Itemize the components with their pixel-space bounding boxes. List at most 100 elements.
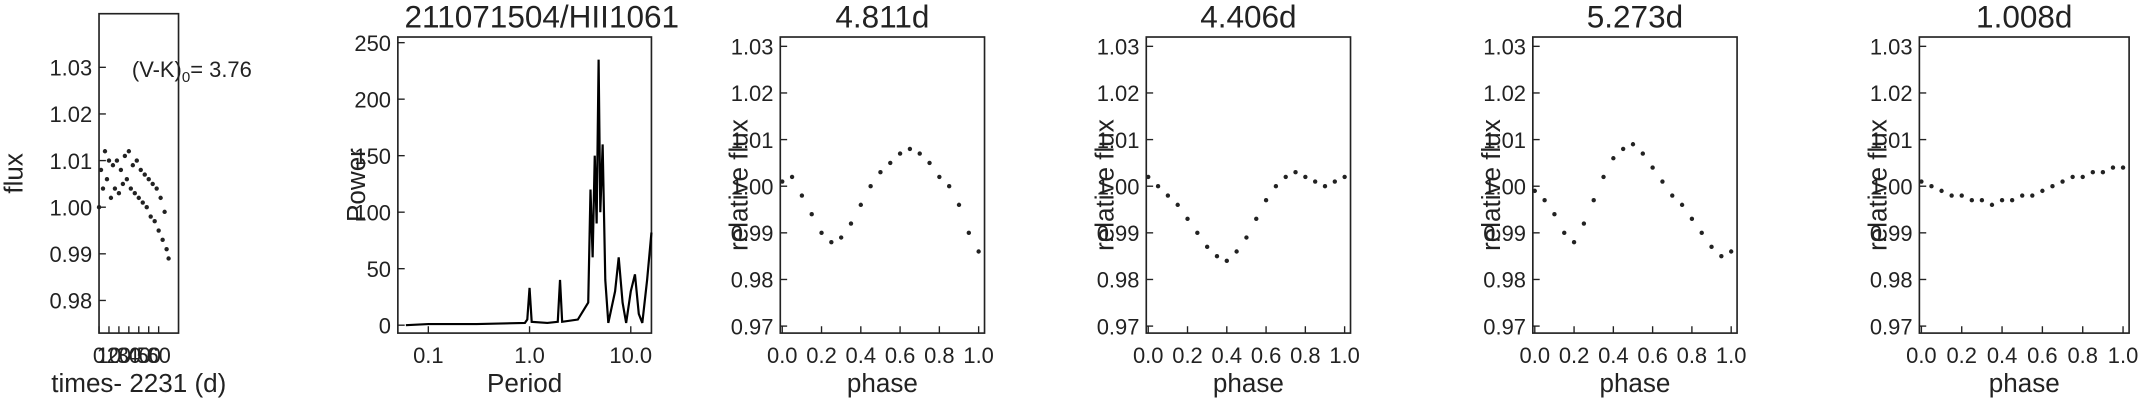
y-tick-label: 0.99 (1483, 221, 1526, 246)
x-tick-label: 0.4 (1598, 343, 1628, 368)
data-point (1342, 174, 1347, 180)
data-point (138, 167, 143, 173)
data-point (164, 246, 169, 252)
y-tick-label: 0.99 (1870, 221, 1913, 246)
y-tick-label: 0.99 (50, 242, 93, 267)
data-point (1601, 174, 1606, 180)
data-point (154, 186, 159, 191)
data-point (907, 146, 913, 152)
y-tick-label: 250 (354, 31, 391, 56)
data-point (140, 200, 145, 205)
x-tick-label: 20 (107, 343, 131, 368)
y-tick-label: 1.03 (1483, 35, 1526, 60)
data-point (1175, 202, 1180, 208)
y-tick-label: 1.03 (1097, 35, 1140, 60)
data-point (878, 170, 883, 175)
y-tick-label: 0.98 (50, 289, 93, 314)
data-point (1719, 253, 1724, 259)
y-tick-label: 0 (379, 313, 391, 338)
panel-title: 4.811d (835, 0, 929, 34)
y-tick-label: 1.00 (1097, 174, 1140, 199)
x-tick-label: 0.8 (1677, 343, 1707, 368)
x-axis-label: phase (847, 368, 918, 398)
x-tick-label: 0.2 (806, 343, 836, 368)
data-point (1322, 184, 1328, 189)
panel-title: 211071504/HII1061 (405, 0, 680, 34)
y-tick-label: 0.98 (1870, 268, 1913, 293)
data-point (1224, 258, 1229, 264)
plot-frame (1145, 36, 1352, 334)
y-axis-label: relative flux (723, 119, 753, 251)
data-point (114, 158, 120, 163)
x-tick-label: 0.2 (1172, 343, 1202, 368)
data-point (156, 228, 161, 233)
data-point (1919, 179, 1924, 184)
panel-title: 1.008d (1976, 0, 2072, 34)
x-tick-label: 0 (93, 343, 105, 368)
annotation-value: = 3.76 (190, 57, 252, 82)
y-tick-label: 50 (367, 257, 391, 282)
y-tick-label: 1.02 (731, 81, 774, 106)
x-tick-label: 0.1 (413, 343, 443, 368)
data-point (1332, 179, 1338, 184)
y-axis-label: relative flux (1089, 119, 1119, 251)
data-point (829, 239, 834, 245)
x-tick-label: 50 (137, 343, 161, 368)
data-point (106, 158, 112, 163)
data-point (1650, 165, 1655, 170)
data-point (897, 151, 903, 156)
data-point (148, 214, 153, 219)
periodogram-line (405, 59, 653, 327)
annotation-text: (V-K) (132, 57, 182, 82)
data-point (1165, 193, 1171, 198)
x-tick-label: 0.0 (1133, 343, 1163, 368)
data-point (158, 195, 163, 201)
data-point (104, 177, 110, 182)
annotation: (V-K)0= 3.76 (132, 57, 252, 86)
data-point (1234, 249, 1239, 254)
x-tick-label: 1.0 (1716, 343, 1746, 368)
x-tick-label: 0.2 (1559, 343, 1589, 368)
data-point (848, 221, 854, 226)
x-tick-label: 0.4 (1987, 343, 2017, 368)
y-tick-label: 200 (354, 87, 391, 112)
data-point (2050, 184, 2055, 189)
panel-title: 5.273d (1587, 0, 1683, 34)
data-point (1999, 198, 2005, 203)
data-point (130, 163, 136, 168)
data-point (819, 230, 824, 236)
y-tick-label: 1.01 (1870, 128, 1913, 153)
data-point (126, 149, 132, 154)
data-point (160, 237, 165, 243)
data-point (1155, 184, 1161, 189)
y-tick-label: 100 (354, 200, 391, 225)
data-point (1591, 198, 1596, 203)
plot-frame (779, 36, 986, 334)
x-axis-label: phase (1213, 368, 1284, 398)
x-tick-label: 0.8 (1290, 343, 1320, 368)
y-tick-label: 1.02 (1870, 81, 1913, 106)
data-point (2080, 174, 2085, 180)
data-point (1254, 216, 1259, 222)
y-tick-label: 1.03 (50, 56, 93, 81)
data-point (100, 186, 106, 191)
data-point (116, 191, 122, 196)
x-tick-label: 0.0 (767, 343, 797, 368)
data-point (1699, 230, 1704, 236)
data-point (124, 177, 130, 182)
x-tick-label: 0.4 (1212, 343, 1242, 368)
data-point (134, 158, 139, 163)
data-point (937, 174, 942, 180)
data-point (2070, 174, 2075, 180)
data-point (2040, 188, 2045, 194)
x-axis-label: phase (1989, 368, 2060, 398)
data-point (1562, 230, 1567, 236)
y-tick-label: 1.01 (1097, 128, 1140, 153)
panel-title: 4.406d (1200, 0, 1296, 34)
x-tick-label: 0.4 (846, 343, 876, 368)
y-tick-label: 0.99 (731, 221, 774, 246)
data-point (2009, 198, 2015, 203)
y-tick-label: 1.00 (50, 195, 93, 220)
data-point (799, 193, 805, 198)
data-point (122, 153, 128, 159)
